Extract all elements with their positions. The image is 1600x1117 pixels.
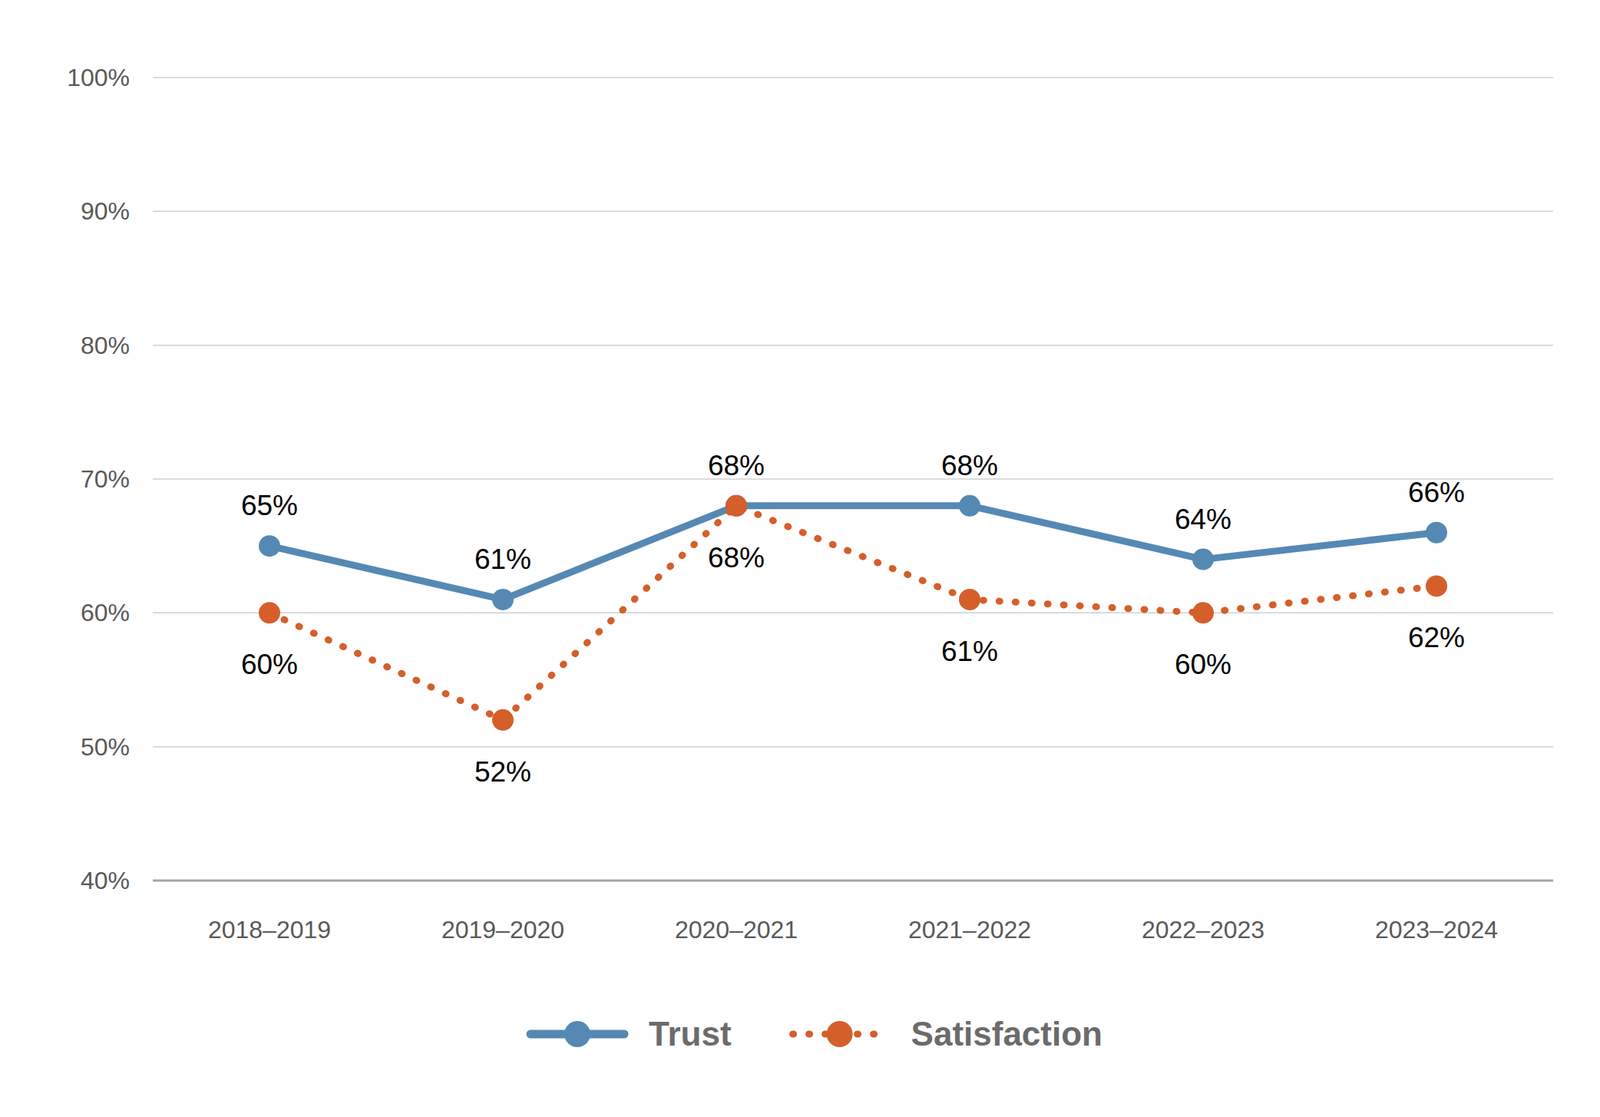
x-tick-label: 2023–2024	[1375, 915, 1498, 944]
y-tick-label: 90%	[80, 197, 130, 225]
point	[1425, 575, 1448, 597]
plot-area	[258, 495, 1448, 731]
point	[958, 588, 981, 611]
y-tick-label: 60%	[80, 598, 130, 627]
grid-line	[152, 211, 1554, 213]
point	[1425, 522, 1448, 544]
y-grid	[152, 77, 1554, 881]
legend-marker	[564, 1021, 591, 1048]
x-tick-label: 2020–2021	[674, 915, 798, 944]
point	[725, 495, 748, 517]
point	[1192, 601, 1214, 624]
point	[958, 495, 981, 517]
data-label: 64%	[1174, 503, 1232, 536]
legend-label: Satisfaction	[911, 1014, 1103, 1053]
point	[258, 535, 281, 557]
chart: 40% 50% 60% 70% 80% 90% 100% 2018–2019 2019–2020…	[0, 0, 1600, 1117]
y-tick-label: 80%	[80, 331, 130, 360]
legend: Trust Satisfaction	[530, 1014, 1103, 1053]
grid-line	[152, 746, 1554, 748]
data-label: 60%	[241, 648, 298, 681]
point	[1192, 548, 1214, 571]
legend-marker	[826, 1021, 853, 1048]
grid-line	[152, 612, 1554, 615]
x-tick-label: 2022–2023	[1141, 915, 1265, 944]
data-label: 60%	[1174, 648, 1232, 681]
y-tick-label: 70%	[80, 465, 130, 493]
series-line	[269, 505, 1437, 721]
y-tick-label: 40%	[80, 866, 130, 895]
series-line	[269, 505, 1437, 600]
point	[492, 588, 514, 611]
x-tick-label: 2021–2022	[908, 915, 1032, 944]
y-tick-label: 50%	[80, 733, 130, 761]
data-label: 62%	[1408, 621, 1465, 654]
data-label: 61%	[941, 635, 999, 668]
x-tick-label: 2018–2019	[208, 915, 331, 944]
data-label: 66%	[1408, 476, 1465, 509]
point	[492, 709, 514, 731]
x-tick-label: 2019–2020	[441, 915, 565, 944]
grid-line	[152, 478, 1554, 480]
point	[725, 495, 748, 517]
grid-line	[152, 344, 1554, 347]
grid-line	[152, 76, 1554, 79]
y-tick-label: 100%	[66, 63, 130, 92]
data-label: 65%	[241, 489, 298, 522]
data-label: 68%	[707, 449, 765, 482]
point	[258, 601, 281, 624]
data-label: 61%	[474, 543, 532, 576]
data-labels: 65% 61% 68% 68% 64% 66% 60% 52% 68% 61% 60% 62%	[241, 449, 1465, 788]
x-axis-line	[152, 879, 1554, 883]
data-label: 68%	[941, 449, 999, 482]
data-label: 68%	[707, 542, 765, 574]
legend-label: Trust	[648, 1014, 732, 1053]
data-label: 52%	[474, 756, 532, 788]
